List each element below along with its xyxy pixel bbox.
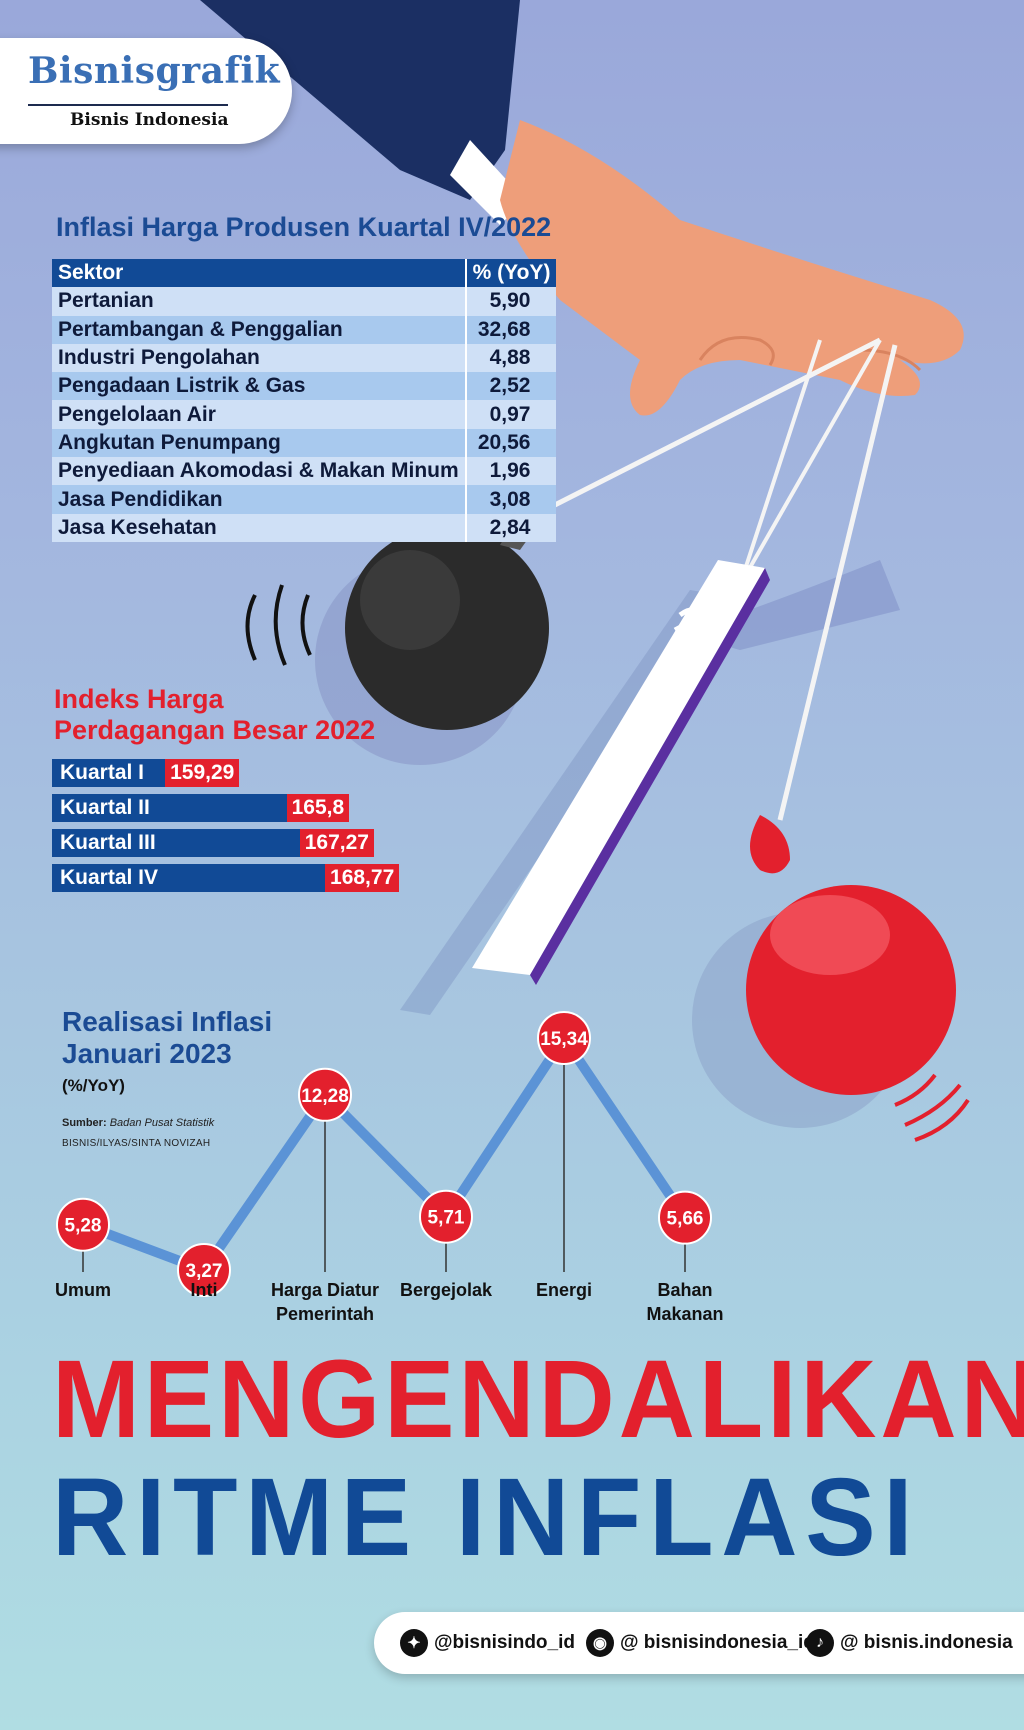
inflation-category-label: Harga Diatur	[271, 1280, 379, 1300]
inflation-category-label: Bahan	[657, 1280, 712, 1300]
ppi-value: 32,68	[464, 315, 557, 344]
ppi-sector: Pengadaan Listrik & Gas	[52, 372, 465, 401]
ppi-row: Pengadaan Listrik & Gas 2,52	[52, 372, 557, 401]
ppi-sector: Jasa Kesehatan	[52, 513, 465, 542]
ppi-value: 4,88	[464, 343, 557, 373]
twitter-icon: ✦	[400, 1629, 428, 1657]
ppi-value: 3,08	[464, 485, 557, 514]
inflation-category-label: Pemerintah	[276, 1304, 374, 1324]
inflation-data-label: 5,28	[65, 1216, 102, 1237]
inflation-point	[56, 1197, 110, 1252]
ppi-value: 0,97	[464, 400, 557, 429]
wpi-bar-value: 159,29	[165, 759, 240, 787]
instagram-handle: @ bisnisindonesia_id	[620, 1632, 815, 1653]
ppi-sector: Industri Pengolahan	[52, 343, 465, 373]
inflation-data-label: 15,34	[540, 1029, 588, 1050]
wpi-bar-label: Kuartal I	[60, 761, 145, 784]
wpi-bar-label: Kuartal III	[60, 831, 156, 854]
ppi-value: 2,84	[464, 513, 557, 542]
ppi-header-sector: Sektor	[52, 259, 465, 288]
inflation-category-label: Inti	[191, 1280, 218, 1300]
ppi-sector: Pertambangan & Penggalian	[52, 315, 465, 344]
inflation-point	[177, 1243, 231, 1297]
inflation-category-label: Umum	[55, 1280, 111, 1300]
instagram-icon: ◉	[586, 1629, 614, 1657]
inflation-data-label: 5,71	[428, 1208, 465, 1229]
ppi-row: Industri Pengolahan 4,88	[52, 343, 557, 373]
ppi-table-header: Sektor % (YoY)	[52, 259, 557, 288]
twitter-handle: @bisnisindo_id	[434, 1632, 575, 1653]
wpi-bar: Kuartal IV 168,77	[52, 864, 400, 892]
source-text: Badan Pusat Statistik	[109, 1117, 215, 1129]
wpi-bar: Kuartal II 165,8	[52, 794, 350, 822]
inflation-category-label: Makanan	[646, 1304, 723, 1324]
wpi-bar-value: 168,77	[325, 864, 400, 892]
ppi-header-value: % (YoY)	[464, 259, 557, 288]
ppi-sector: Pertanian	[52, 287, 465, 316]
inflation-title-line2: Januari 2023	[62, 1038, 232, 1069]
wpi-bar-value: 165,8	[286, 794, 350, 822]
inflation-data-label: 5,66	[667, 1209, 704, 1230]
inflation-series-line	[81, 1033, 690, 1275]
inflation-title-line1: Realisasi Inflasi	[62, 1006, 273, 1037]
inflation-unit: (%/YoY)	[62, 1076, 125, 1095]
wpi-bar-value: 167,27	[299, 829, 374, 857]
inflation-data-label: 3,27	[186, 1261, 223, 1282]
ppi-value: 5,90	[464, 287, 557, 316]
ppi-row: Penyediaan Akomodasi & Makan Minum 1,96	[52, 457, 557, 486]
inflation-point	[537, 1011, 591, 1065]
inflation-category-label: Bergejolak	[400, 1280, 493, 1300]
ppi-row: Pengelolaan Air 0,97	[52, 400, 557, 429]
logo-title: Bisnisgrafik	[28, 50, 281, 92]
tiktok-handle: @ bisnis.indonesia	[840, 1632, 1013, 1653]
social-bar: ✦ @bisnisindo_id ◉ @ bisnisindonesia_id …	[374, 1612, 1024, 1674]
headline-line1: MENGENDALIKAN	[52, 1338, 1024, 1461]
inflation-source: Sumber: Badan Pusat Statistik	[62, 1117, 214, 1129]
inflation-point	[298, 1067, 352, 1122]
ppi-row: Jasa Kesehatan 2,84	[52, 513, 557, 542]
social-instagram[interactable]: ◉ @ bisnisindonesia_id	[586, 1612, 815, 1674]
ppi-row: Pertanian 5,90	[52, 287, 557, 316]
wpi-title-line1: Indeks Harga	[54, 684, 224, 714]
inflation-data-label: 12,28	[301, 1086, 349, 1107]
ppi-table: Sektor % (YoY) Pertanian 5,90 Pertambangan…	[52, 259, 557, 542]
wpi-bar: Kuartal I 159,29	[52, 759, 240, 787]
source-label: Sumber:	[62, 1117, 107, 1129]
inflation-credit: BISNIS/ILYAS/SINTA NOVIZAH	[62, 1138, 211, 1149]
inflation-point	[419, 1189, 473, 1244]
ppi-sector: Jasa Pendidikan	[52, 485, 465, 514]
ppi-value: 2,52	[464, 372, 557, 401]
ppi-value: 20,56	[464, 428, 557, 458]
ppi-row: Pertambangan & Penggalian 32,68	[52, 315, 557, 344]
wpi-bar-label: Kuartal IV	[60, 866, 159, 889]
ppi-row: Angkutan Penumpang 20,56	[52, 428, 557, 458]
ppi-sector: Penyediaan Akomodasi & Makan Minum	[52, 457, 465, 486]
wpi-bar-label: Kuartal II	[60, 796, 150, 819]
wpi-bar-chart: Kuartal I 159,29 Kuartal II 165,8 Kuartal II…	[52, 759, 452, 899]
ppi-row: Jasa Pendidikan 3,08	[52, 485, 557, 514]
ppi-sector: Pengelolaan Air	[52, 400, 465, 429]
inflation-point	[658, 1190, 712, 1245]
ppi-table-body: Pertanian 5,90 Pertambangan & Penggalian 32…	[52, 287, 557, 542]
inflation-title: Realisasi Inflasi Januari 2023	[62, 1006, 272, 1070]
wpi-title: Indeks Harga Perdagangan Besar 2022	[54, 684, 414, 746]
wpi-title-line2: Perdagangan Besar 2022	[54, 715, 376, 745]
inflation-category-label: Energi	[536, 1280, 592, 1300]
inflation-line-chart: 5,28 3,27 12,28 5,71 15,34 5,66 Umum Inti Harga …	[55, 1011, 724, 1324]
wpi-bar: Kuartal III 167,27	[52, 829, 374, 857]
social-twitter[interactable]: ✦ @bisnisindo_id	[400, 1612, 575, 1674]
logo-subtitle: Bisnis Indonesia	[70, 110, 229, 130]
social-tiktok[interactable]: ♪ @ bisnis.indonesia	[806, 1612, 1013, 1674]
ppi-value: 1,96	[464, 457, 557, 486]
logo-divider	[28, 104, 228, 106]
bisnisgrafik-logo: Bisnisgrafik Bisnis Indonesia	[0, 38, 292, 144]
headline-line2: RITME INFLASI	[52, 1456, 921, 1579]
tiktok-icon: ♪	[806, 1629, 834, 1657]
ppi-sector: Angkutan Penumpang	[52, 428, 465, 458]
ppi-title: Inflasi Harga Produsen Kuartal IV/2022	[56, 212, 552, 242]
